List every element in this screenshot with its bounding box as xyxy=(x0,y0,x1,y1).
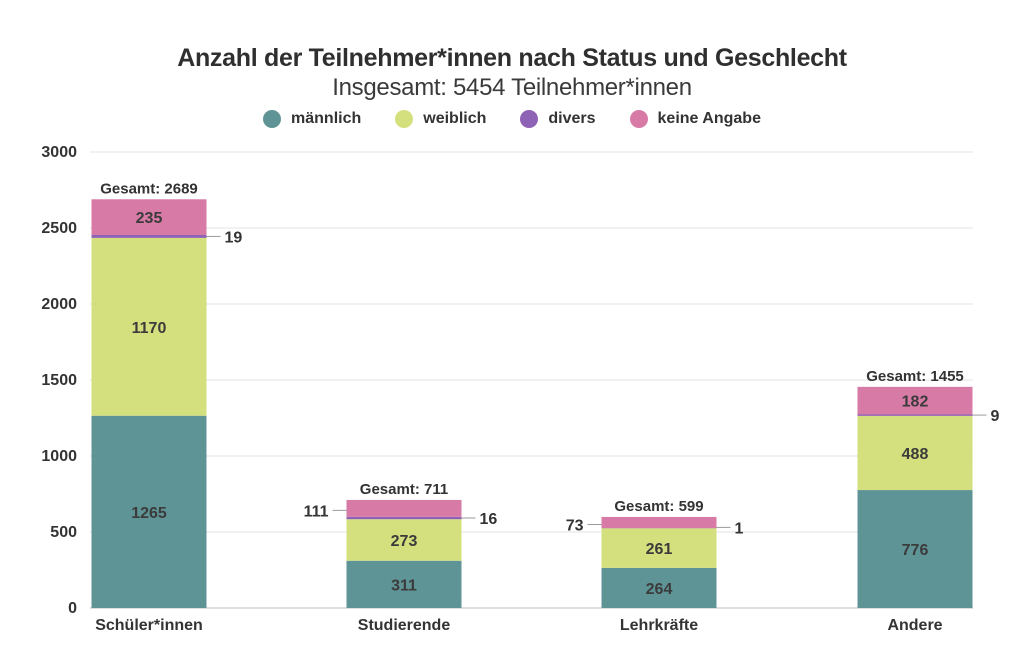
total-label-studierende: Gesamt: 711 xyxy=(360,481,448,498)
total-label-schueler-innen: Gesamt: 2689 xyxy=(100,180,198,197)
chart-title: Anzahl der Teilnehmer*innen nach Status … xyxy=(177,44,847,72)
x-tick-label-schueler-innen: Schüler*innen xyxy=(95,617,203,634)
data-label-andere-maennlich: 776 xyxy=(902,542,929,559)
y-tick-label-2500: 2500 xyxy=(41,220,77,237)
bar-andere-keine-angabe xyxy=(857,386,973,415)
x-tick-label-andere: Andere xyxy=(887,617,942,634)
bar-studierende-divers xyxy=(346,516,462,520)
legend: männlich weiblich divers keine Angabe xyxy=(0,110,1024,128)
y-tick-label-2000: 2000 xyxy=(41,296,77,313)
x-tick-label-studierende: Studierende xyxy=(358,617,451,634)
bar-studierende-keine-angabe xyxy=(346,499,462,517)
bar-schueler-innen-keine-angabe xyxy=(91,199,207,235)
y-tick-label-500: 500 xyxy=(50,524,77,541)
data-label-studierende-maennlich: 311 xyxy=(391,577,417,594)
legend-item-weiblich: weiblich xyxy=(395,110,486,128)
legend-label-divers: divers xyxy=(548,110,596,127)
data-label-schueler-innen-keine-angabe: 235 xyxy=(136,210,163,227)
y-tick-label-1000: 1000 xyxy=(41,448,77,465)
bar-andere-weiblich xyxy=(857,415,973,491)
bar-schueler-innen-weiblich xyxy=(91,237,207,416)
data-label-studierende-weiblich: 273 xyxy=(391,533,418,550)
x-tick-label-lehrkraefte: Lehrkräfte xyxy=(620,617,698,634)
y-tick-label-1500: 1500 xyxy=(41,372,77,389)
data-label-lehrkraefte-divers: 1 xyxy=(735,520,744,537)
legend-label-maennlich: männlich xyxy=(291,110,362,127)
data-label-lehrkraefte-weiblich: 261 xyxy=(646,541,673,558)
y-tick-label-3000: 3000 xyxy=(41,144,77,161)
legend-marker-weiblich xyxy=(395,110,414,128)
legend-label-keine-angabe: keine Angabe xyxy=(657,110,761,127)
legend-marker-maennlich xyxy=(263,110,282,128)
data-label-studierende-keine-angabe: 111 xyxy=(304,503,329,520)
data-label-andere-divers: 9 xyxy=(991,408,1000,425)
data-label-schueler-innen-divers: 19 xyxy=(225,229,243,246)
legend-item-divers: divers xyxy=(520,110,596,128)
bar-schueler-innen-maennlich xyxy=(91,415,207,608)
chart-subtitle: Insgesamt: 5454 Teilnehmer*innen xyxy=(332,74,692,101)
legend-marker-divers xyxy=(520,110,539,128)
data-label-lehrkraefte-keine-angabe: 73 xyxy=(566,518,584,535)
data-label-schueler-innen-weiblich: 1170 xyxy=(132,320,167,337)
bar-studierende-weiblich xyxy=(346,519,462,561)
bar-andere-divers xyxy=(857,414,973,416)
legend-label-weiblich: weiblich xyxy=(423,110,487,127)
bar-lehrkraefte-maennlich xyxy=(601,567,717,608)
data-label-lehrkraefte-maennlich: 264 xyxy=(646,581,673,598)
total-label-andere: Gesamt: 1455 xyxy=(866,368,964,385)
bar-lehrkraefte-keine-angabe xyxy=(601,516,717,529)
legend-item-maennlich: männlich xyxy=(263,110,361,128)
data-label-andere-keine-angabe: 182 xyxy=(902,394,929,411)
data-label-schueler-innen-maennlich: 1265 xyxy=(131,505,167,522)
bar-andere-maennlich xyxy=(857,490,973,608)
bar-lehrkraefte-weiblich xyxy=(601,528,717,568)
data-label-studierende-divers: 16 xyxy=(480,511,498,528)
y-tick-label-0: 0 xyxy=(68,600,77,617)
legend-item-keine-angabe: keine Angabe xyxy=(629,110,761,128)
total-label-lehrkraefte: Gesamt: 599 xyxy=(614,498,703,515)
legend-marker-keine-angabe xyxy=(629,110,648,128)
bar-studierende-maennlich xyxy=(346,560,462,608)
bar-schueler-innen-divers xyxy=(91,234,207,238)
data-label-andere-weiblich: 488 xyxy=(902,446,929,463)
